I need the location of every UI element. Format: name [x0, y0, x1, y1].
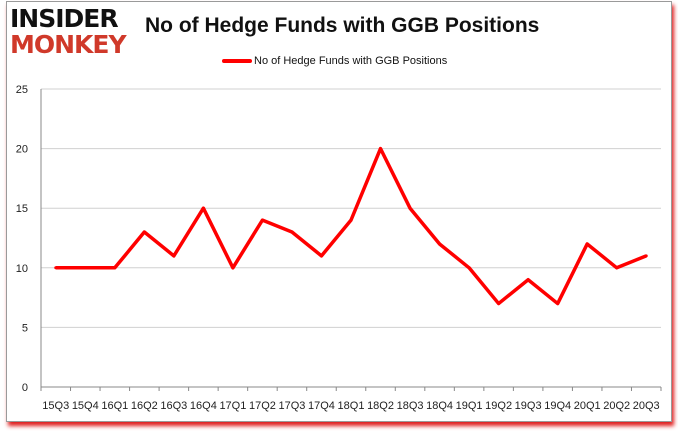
x-tick-label: 15Q4: [72, 400, 99, 412]
x-tick-label: 17Q4: [308, 400, 335, 412]
x-tick-label: 17Q3: [278, 400, 305, 412]
x-tick-label: 16Q1: [101, 400, 128, 412]
x-tick-label: 20Q3: [633, 400, 660, 412]
logo-line2: MONKEY: [10, 30, 127, 59]
y-tick-label: 15: [16, 203, 28, 215]
data-point: [644, 254, 648, 258]
data-point: [54, 266, 58, 270]
x-tick-label: 18Q3: [397, 400, 424, 412]
x-tick-label: 18Q2: [367, 400, 394, 412]
x-tick-label: 19Q4: [544, 400, 571, 412]
chart-frame: [6, 1, 672, 422]
data-point: [231, 266, 235, 270]
x-tick-label: 17Q2: [249, 400, 276, 412]
data-point: [526, 278, 530, 282]
x-tick-label: 17Q1: [219, 400, 246, 412]
x-tick-label: 16Q4: [190, 400, 217, 412]
y-tick-label: 20: [16, 144, 28, 156]
legend: No of Hedge Funds with GGB Positions: [222, 55, 447, 67]
x-tick-label: 15Q3: [42, 400, 69, 412]
legend-swatch: [222, 59, 252, 63]
data-point: [497, 302, 501, 306]
x-tick-label: 18Q1: [338, 400, 365, 412]
data-point: [172, 254, 176, 258]
data-point: [349, 218, 353, 222]
data-point: [319, 254, 323, 258]
data-point: [379, 147, 383, 151]
data-point: [408, 206, 412, 210]
data-point: [615, 266, 619, 270]
x-tick-label: 20Q2: [603, 400, 630, 412]
x-tick-label: 16Q3: [160, 400, 187, 412]
x-tick-label: 16Q2: [131, 400, 158, 412]
data-point: [142, 230, 146, 234]
y-tick-label: 25: [16, 84, 28, 96]
x-tick-label: 19Q1: [456, 400, 483, 412]
x-tick-label: 19Q2: [485, 400, 512, 412]
insider-monkey-logo: INSIDER MONKEY: [10, 4, 127, 59]
logo-line1: INSIDER: [10, 4, 119, 33]
series-line: [55, 146, 647, 306]
y-tick-label: 5: [22, 322, 28, 334]
legend-label: No of Hedge Funds with GGB Positions: [254, 55, 448, 67]
data-point: [201, 206, 205, 210]
x-tick-label: 19Q3: [515, 400, 542, 412]
data-point: [290, 230, 294, 234]
chart-title: No of Hedge Funds with GGB Positions: [145, 14, 540, 37]
y-tick-label: 10: [16, 263, 28, 275]
x-tick-label: 18Q4: [426, 400, 453, 412]
data-point: [438, 242, 442, 246]
data-point: [113, 266, 117, 270]
data-point: [83, 266, 87, 270]
data-point: [467, 266, 471, 270]
data-point: [260, 218, 264, 222]
data-point: [556, 302, 560, 306]
x-tick-label: 20Q1: [574, 400, 601, 412]
data-point: [585, 242, 589, 246]
y-tick-label: 0: [22, 382, 28, 394]
